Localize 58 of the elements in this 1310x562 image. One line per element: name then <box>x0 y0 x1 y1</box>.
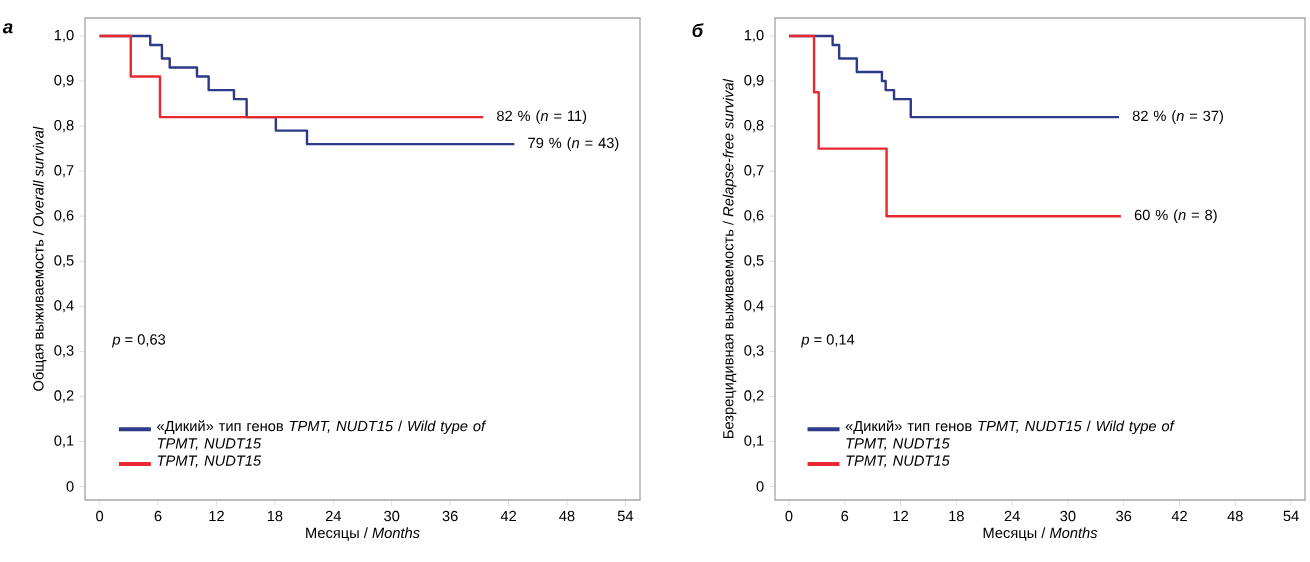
y-axis-title: Безрецидивная выживаемость / Relapse-free survival <box>722 78 737 438</box>
y-tick-label: 0,2 <box>744 390 764 403</box>
x-axis-title: Месяцы / Months <box>306 527 420 541</box>
y-tick-label: 0 <box>756 481 764 492</box>
y-tick-label: 0,4 <box>744 300 764 313</box>
x-tick-label: 36 <box>1116 510 1132 522</box>
y-tick-label: 0,8 <box>54 120 74 133</box>
y-tick-label: 0,9 <box>744 75 764 88</box>
x-tick-label: 12 <box>893 510 908 522</box>
x-tick-label: 36 <box>442 510 458 522</box>
y-tick-label: 0,5 <box>744 255 764 268</box>
x-tick-label: 0 <box>96 510 104 522</box>
x-tick-label: 0 <box>785 510 793 522</box>
y-tick-label: 0,2 <box>54 390 74 403</box>
y-axis-title: Общая выживаемость / Overall survival <box>32 126 47 391</box>
y-tick-label: 1,0 <box>744 29 764 43</box>
x-tick-label: 18 <box>949 510 964 522</box>
annotation: p = 0,14 <box>801 334 855 348</box>
annotation: 79 % (n = 43) <box>528 137 619 151</box>
x-tick-label: 18 <box>267 510 283 522</box>
chart-title: б <box>692 23 704 38</box>
annotation: 60 % (n = 8) <box>1134 209 1217 224</box>
y-tick-label: 0,9 <box>54 75 74 88</box>
y-tick-label: 0,1 <box>744 435 764 448</box>
x-tick-label: 48 <box>1227 510 1243 522</box>
y-tick-label: 0,7 <box>54 165 74 178</box>
y-tick-label: 0,4 <box>54 300 74 313</box>
x-tick-label: 48 <box>559 510 575 522</box>
x-tick-label: 30 <box>384 510 400 522</box>
annotation: p = 0,63 <box>112 334 166 348</box>
x-tick-label: 12 <box>209 510 224 522</box>
annotation: 82 % (n = 37) <box>1132 110 1223 124</box>
x-tick-label: 6 <box>154 510 162 522</box>
y-tick-label: 0,5 <box>54 255 74 268</box>
y-tick-label: 0,3 <box>54 345 74 358</box>
y-tick-label: 0,8 <box>744 120 764 133</box>
x-tick-label: 30 <box>1060 510 1076 522</box>
chart-title: а <box>2 23 13 34</box>
y-tick-label: 0,7 <box>744 165 764 178</box>
x-tick-label: 42 <box>1171 510 1187 522</box>
x-axis-title: Месяцы / Months <box>983 527 1098 541</box>
x-tick-label: 6 <box>841 510 849 522</box>
legend-label: TPMT, NUDT15 <box>846 455 950 468</box>
annotation: 82 % (n = 11) <box>497 110 587 124</box>
text: «Дикий» тип генов TPMT, NUDT15 / Wild type of TPMT, NUDT15 <box>845 420 1175 451</box>
x-tick-label: 54 <box>1283 510 1299 522</box>
x-tick-label: 24 <box>1004 510 1020 522</box>
x-tick-label: 42 <box>500 510 516 522</box>
y-tick-label: 0 <box>66 481 74 492</box>
y-tick-label: 1,0 <box>54 29 74 43</box>
y-tick-label: 0,6 <box>744 210 764 223</box>
legend-label: TPMT, NUDT15 <box>157 455 262 468</box>
y-tick-label: 0,3 <box>744 345 764 358</box>
y-tick-label: 0,6 <box>54 210 74 223</box>
x-tick-label: 24 <box>325 510 342 522</box>
y-tick-label: 0,1 <box>54 435 74 448</box>
x-tick-label: 54 <box>617 510 634 522</box>
text: «Дикий» тип генов TPMT, NUDT15 / Wild type of TPMT, NUDT15 <box>157 420 487 451</box>
